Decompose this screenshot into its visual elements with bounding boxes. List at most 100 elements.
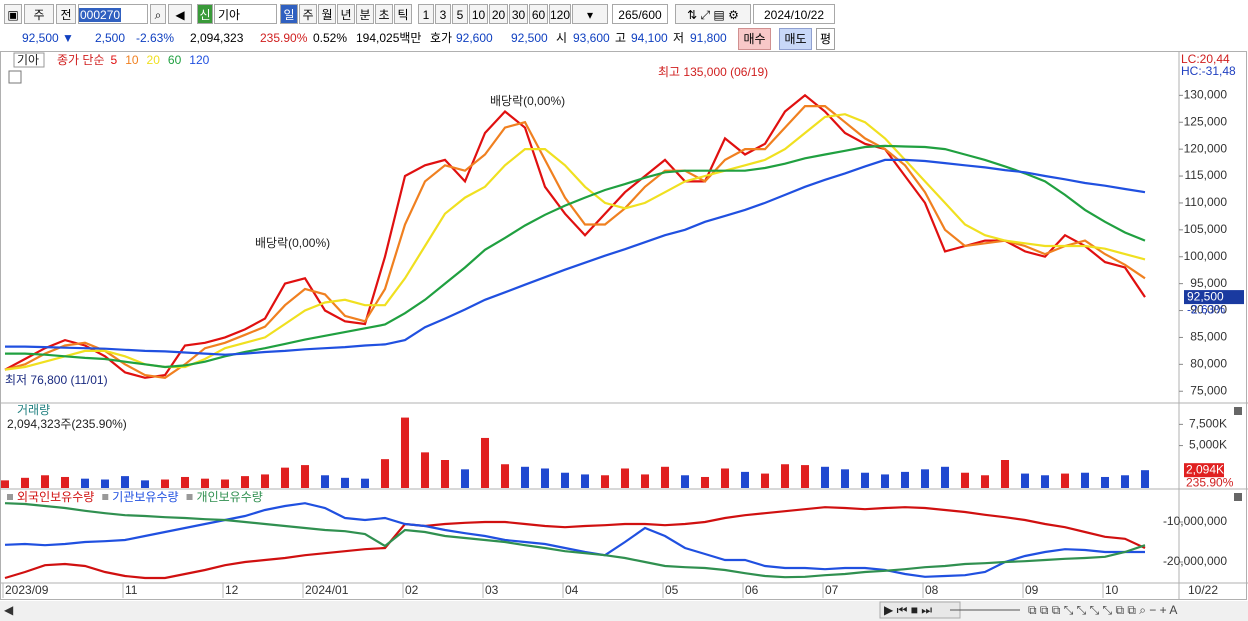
y-tick-label: 130,000 — [1184, 88, 1228, 102]
series-line — [4, 506, 1146, 580]
volume-bar — [1141, 470, 1149, 488]
close-icon[interactable] — [1234, 493, 1242, 501]
volume-bar — [481, 437, 489, 488]
market-select[interactable]: 주 — [24, 4, 54, 24]
volume-bar — [1, 480, 9, 488]
date-input[interactable]: 2024/10/22 — [753, 4, 835, 24]
period-button[interactable]: 60 — [529, 4, 548, 24]
period-button[interactable]: 20 — [489, 4, 508, 24]
period-button[interactable]: 120 — [549, 4, 571, 24]
volume-rate: 235.90% — [260, 31, 308, 45]
volume-bar — [981, 475, 989, 488]
x-tick-label: 10 — [1105, 583, 1119, 597]
period-button[interactable]: 년 — [337, 4, 355, 24]
legend-swatch — [186, 494, 193, 500]
x-tick-label: 05 — [665, 583, 679, 597]
period-button[interactable]: 30 — [509, 4, 528, 24]
search-button[interactable]: ⌕ — [150, 4, 166, 24]
turnover: 0.52% — [313, 31, 348, 45]
volume-bar — [261, 474, 269, 488]
code: 000270 — [79, 8, 122, 22]
period-button[interactable]: 일 — [280, 4, 298, 24]
scroll-buttons[interactable]: ▶ ⏮ ■ ⏭ — [884, 603, 932, 617]
prev-button[interactable]: 전 — [56, 4, 76, 24]
volume-bar — [41, 475, 49, 488]
last-volume: 2,094K — [1186, 462, 1224, 476]
last-volume-box — [1184, 463, 1224, 478]
volume-bar — [441, 460, 449, 488]
buy-button[interactable]: 매수 — [738, 28, 771, 50]
volume-bar — [721, 468, 729, 488]
volume-bar — [81, 478, 89, 488]
legend-swatch — [102, 494, 109, 500]
sell-button[interactable]: 매도 — [779, 28, 812, 50]
y-tick-label: -10,000,000 — [1163, 514, 1227, 528]
period-button[interactable]: 1 — [418, 4, 434, 24]
change: 2,500 — [95, 31, 126, 45]
close-icon[interactable] — [1234, 407, 1242, 415]
volume-bar — [61, 476, 69, 488]
dropdown[interactable]: ▾ — [572, 4, 608, 24]
period-button[interactable]: 3 — [435, 4, 451, 24]
period-button[interactable]: 분 — [356, 4, 374, 24]
period-button[interactable]: 10 — [469, 4, 488, 24]
x-tick-label: 03 — [485, 583, 499, 597]
volume-bar — [341, 477, 349, 488]
period-button[interactable]: 주 — [299, 4, 317, 24]
code-input[interactable]: 000270 — [78, 4, 148, 24]
y-tick-label: 120,000 — [1184, 141, 1228, 155]
scroll-left[interactable]: ◀ — [4, 603, 14, 617]
x-tick-label: 12 — [225, 583, 239, 597]
count: 265/600 — [612, 4, 668, 24]
period-button[interactable]: 5 — [452, 4, 468, 24]
table-icon[interactable] — [8, 70, 22, 84]
y-tick-label: 80,000 — [1190, 357, 1227, 371]
volume-bar — [701, 476, 709, 488]
last-price: 92,500 — [1187, 289, 1224, 303]
menu-icon[interactable]: ▣ — [4, 4, 22, 24]
x-end-label: 10/22 — [1188, 583, 1218, 597]
series-line — [4, 105, 1146, 379]
y-tick-label: 110,000 — [1185, 195, 1228, 209]
volume-bar — [1001, 460, 1009, 488]
series-line — [5, 144, 1146, 369]
tool-icons[interactable]: ⇅ ⤢ ▤ ⚙ — [675, 4, 751, 24]
volume-bar — [321, 475, 329, 488]
volume-bar — [861, 472, 869, 488]
volume-bar — [201, 478, 209, 488]
tool-strip[interactable]: ⧉ ⧉ ⧉ ⤡ ⤡ ⤡ ⤡ ⧉ ⧉ ⌕ − + A — [1028, 603, 1177, 617]
hc-label: HC:-31,48 — [1181, 64, 1236, 78]
series-line — [4, 113, 1146, 371]
period-button[interactable]: 초 — [375, 4, 393, 24]
avg-button[interactable]: 평 — [816, 28, 835, 50]
volume-bar — [241, 476, 249, 488]
x-tick-label: 06 — [745, 583, 759, 597]
open: 93,600 — [573, 31, 610, 45]
volume-bar — [961, 472, 969, 488]
volume-bar — [941, 466, 949, 488]
volume-bar — [361, 478, 369, 488]
x-tick-label: 02 — [405, 583, 419, 597]
legend-item: 5 — [111, 53, 118, 67]
period-button[interactable]: 틱 — [394, 4, 412, 24]
volume-bar — [621, 468, 629, 488]
volume-bar — [681, 475, 689, 488]
volume-bar — [661, 466, 669, 488]
legend-item: 개인보유수량 — [197, 490, 263, 504]
period-button[interactable]: 월 — [318, 4, 336, 24]
series-line — [4, 502, 1145, 578]
volume-bar — [141, 480, 149, 488]
volume-bar — [501, 464, 509, 488]
volume-bar — [881, 474, 889, 488]
last-change: -2.63% — [1187, 302, 1225, 316]
volume-bar — [781, 464, 789, 488]
volume-bar — [281, 467, 289, 488]
legend-item: 20 — [147, 53, 161, 67]
volume-bar — [821, 466, 829, 488]
volume: 2,094,323 — [190, 31, 244, 45]
sound-button[interactable]: ◀ — [168, 4, 192, 24]
name-input[interactable]: 기아 — [214, 4, 277, 24]
volume-bar — [161, 479, 169, 488]
chart-title: 기아 — [17, 53, 39, 67]
